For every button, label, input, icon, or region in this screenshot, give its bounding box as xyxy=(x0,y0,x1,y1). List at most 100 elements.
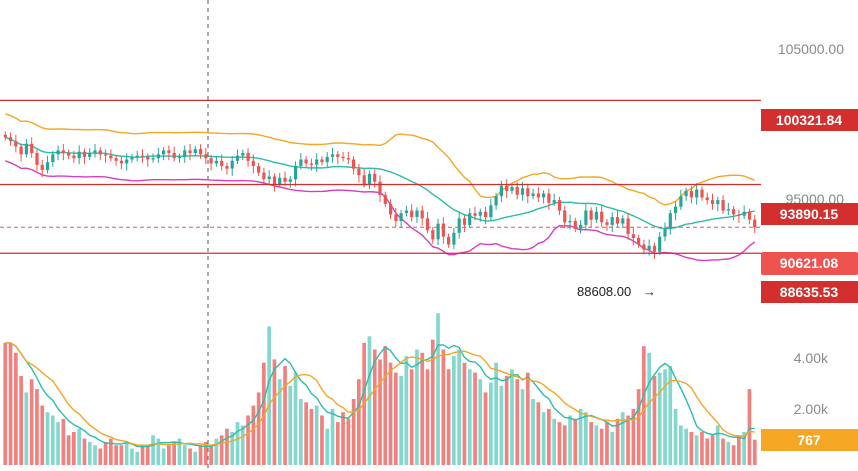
candle-body[interactable] xyxy=(589,210,593,220)
volume-bar[interactable] xyxy=(341,412,345,465)
candle-body[interactable] xyxy=(658,236,662,252)
candle-body[interactable] xyxy=(410,210,414,218)
candle-body[interactable] xyxy=(241,153,245,156)
candle-body[interactable] xyxy=(637,238,641,245)
candle-body[interactable] xyxy=(631,234,635,238)
volume-bar[interactable] xyxy=(198,445,203,465)
candle-body[interactable] xyxy=(674,206,678,214)
candle-body[interactable] xyxy=(378,181,382,195)
volume-bar[interactable] xyxy=(599,428,604,465)
volume-bar[interactable] xyxy=(14,352,18,465)
volume-bar[interactable] xyxy=(214,438,219,465)
volume-bar[interactable] xyxy=(283,366,287,465)
candle-body[interactable] xyxy=(726,209,730,211)
volume-bar[interactable] xyxy=(335,422,340,465)
candle-body[interactable] xyxy=(82,151,87,157)
volume-bar[interactable] xyxy=(747,389,752,465)
volume-bar[interactable] xyxy=(657,372,662,465)
candle-body[interactable] xyxy=(193,149,197,153)
volume-bar[interactable] xyxy=(636,389,641,465)
candle-body[interactable] xyxy=(109,155,113,159)
candle-body[interactable] xyxy=(716,200,720,204)
candle-body[interactable] xyxy=(383,194,387,204)
candle-body[interactable] xyxy=(3,134,7,138)
candle-body[interactable] xyxy=(315,159,319,165)
volume-bar[interactable] xyxy=(726,441,731,465)
volume-bar[interactable] xyxy=(510,369,514,465)
volume-bar[interactable] xyxy=(467,369,472,465)
candle-body[interactable] xyxy=(51,154,55,163)
candle-body[interactable] xyxy=(531,193,535,197)
volume-bar[interactable] xyxy=(272,359,277,465)
candle-body[interactable] xyxy=(515,187,519,195)
candle-body[interactable] xyxy=(473,213,477,216)
volume-bar[interactable] xyxy=(193,451,198,465)
candle-body[interactable] xyxy=(362,175,366,185)
candle-body[interactable] xyxy=(610,217,614,225)
volume-bar[interactable] xyxy=(204,441,208,465)
volume-bar[interactable] xyxy=(584,412,588,465)
volume-bar[interactable] xyxy=(19,375,23,465)
volume-bar[interactable] xyxy=(262,362,266,465)
volume-bar[interactable] xyxy=(742,432,746,465)
candlesticks[interactable] xyxy=(3,131,757,259)
candle-body[interactable] xyxy=(183,150,187,157)
volume-bar[interactable] xyxy=(531,399,535,465)
candle-body[interactable] xyxy=(199,149,203,155)
candle-body[interactable] xyxy=(40,164,44,170)
candle-body[interactable] xyxy=(557,200,562,211)
volume-bar[interactable] xyxy=(177,438,182,465)
candle-body[interactable] xyxy=(494,196,498,206)
candle-body[interactable] xyxy=(373,173,377,182)
volume-bar[interactable] xyxy=(473,372,477,465)
volume-bar[interactable] xyxy=(647,352,651,465)
volume-bar[interactable] xyxy=(404,356,409,465)
volume-bar[interactable] xyxy=(267,326,271,465)
volume-bar[interactable] xyxy=(594,425,599,465)
volume-bar[interactable] xyxy=(557,422,562,465)
volume-bar[interactable] xyxy=(679,425,683,465)
volume-bar[interactable] xyxy=(77,428,81,465)
candle-body[interactable] xyxy=(447,236,451,245)
candle-body[interactable] xyxy=(499,185,503,197)
candle-body[interactable] xyxy=(600,211,604,223)
current-volume-tag[interactable]: 767 xyxy=(761,429,858,451)
candle-body[interactable] xyxy=(425,218,430,231)
candle-body[interactable] xyxy=(230,160,234,169)
volume-bar[interactable] xyxy=(320,415,324,466)
candle-body[interactable] xyxy=(30,143,34,153)
volume-bar[interactable] xyxy=(652,375,657,465)
volume-bar[interactable] xyxy=(367,336,372,465)
candle-body[interactable] xyxy=(684,190,688,197)
candle-body[interactable] xyxy=(520,188,525,195)
candle-body[interactable] xyxy=(652,245,657,252)
candle-body[interactable] xyxy=(563,210,567,223)
volume-bar[interactable] xyxy=(462,362,467,465)
candle-body[interactable] xyxy=(135,155,139,157)
candle-body[interactable] xyxy=(162,150,166,155)
volume-bar[interactable] xyxy=(489,382,493,466)
volume-bar[interactable] xyxy=(737,435,741,465)
volume-bar[interactable] xyxy=(50,415,55,466)
candle-body[interactable] xyxy=(146,156,150,160)
candle-body[interactable] xyxy=(457,218,461,233)
candle-body[interactable] xyxy=(710,200,715,204)
candle-body[interactable] xyxy=(272,176,277,185)
candle-body[interactable] xyxy=(172,153,176,159)
candle-body[interactable] xyxy=(367,173,372,185)
volume-bar[interactable] xyxy=(230,432,235,465)
volume-bar[interactable] xyxy=(605,422,609,465)
volume-bar[interactable] xyxy=(61,418,66,465)
candle-body[interactable] xyxy=(140,155,145,157)
candle-body[interactable] xyxy=(225,166,229,169)
volume-bar[interactable] xyxy=(167,445,171,465)
volume-bar[interactable] xyxy=(256,392,261,465)
volume-bar[interactable] xyxy=(140,445,145,465)
volume-bar[interactable] xyxy=(710,435,715,465)
level-tag[interactable]: 93890.15 xyxy=(761,203,858,225)
volume-bar[interactable] xyxy=(541,412,546,465)
volume-bar[interactable] xyxy=(441,349,446,466)
candle-body[interactable] xyxy=(547,193,551,203)
candle-body[interactable] xyxy=(732,209,736,215)
candle-body[interactable] xyxy=(204,154,208,159)
